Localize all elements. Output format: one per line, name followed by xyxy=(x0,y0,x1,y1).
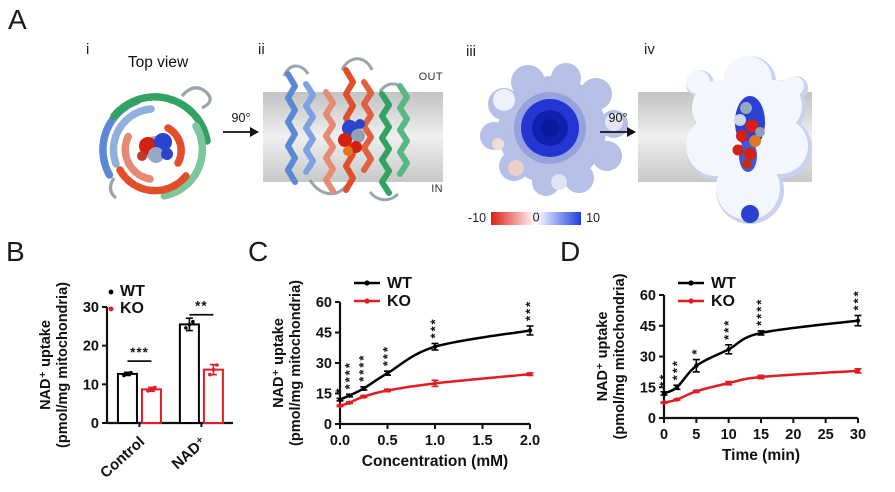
svg-text:20: 20 xyxy=(83,339,99,355)
svg-text:30: 30 xyxy=(316,356,332,372)
svg-text:10: 10 xyxy=(83,377,99,393)
svg-text:***: *** xyxy=(669,359,684,380)
protein-surface-top-view-image xyxy=(480,63,628,196)
rotation-angle-label: 90° xyxy=(608,111,628,125)
surface-patches xyxy=(492,89,623,190)
svg-text:45: 45 xyxy=(316,326,332,342)
svg-text:Control: Control xyxy=(97,433,148,481)
svg-text:WT: WT xyxy=(711,275,736,292)
line-chart-concentration: 0 15 30 45 60 NAD⁺ uptake (pmol/mg mitochondri… xyxy=(271,275,540,470)
svg-text:20: 20 xyxy=(785,427,801,443)
svg-text:****: **** xyxy=(356,354,371,382)
svg-text:15: 15 xyxy=(316,387,332,403)
svg-text:***: *** xyxy=(523,300,538,321)
panel-a-ii-label: ii xyxy=(258,41,265,58)
central-pore xyxy=(514,92,586,164)
line-chart-time: 0 15 30 45 60 NAD⁺ uptake (pmol/mg mitochondri… xyxy=(595,273,866,464)
svg-text:**: ** xyxy=(195,299,208,314)
panel-a-label: A xyxy=(8,4,27,35)
svg-text:****: **** xyxy=(754,298,769,326)
panel-c-label: C xyxy=(248,236,269,267)
bound-ligand-spheres xyxy=(732,102,765,169)
svg-text:1.0: 1.0 xyxy=(425,433,445,449)
protein-surface-cutaway-image xyxy=(638,56,812,224)
svg-text:0: 0 xyxy=(324,417,332,433)
svg-text:Time (min): Time (min) xyxy=(722,447,800,464)
top-view-title: Top view xyxy=(127,54,189,71)
svg-text:NAD⁺: NAD⁺ xyxy=(169,433,210,473)
svg-text:0: 0 xyxy=(648,411,656,427)
membrane-in-label: IN xyxy=(431,183,443,195)
svg-text:0.0: 0.0 xyxy=(330,433,350,449)
svg-text:***: *** xyxy=(721,319,736,340)
rotation-90-widget-1: 90° xyxy=(221,112,261,138)
svg-text:30: 30 xyxy=(640,350,656,366)
colorbar-gradient: 0 xyxy=(491,210,582,225)
svg-text:NAD⁺ uptake: NAD⁺ uptake xyxy=(38,320,54,410)
svg-text:60: 60 xyxy=(316,295,332,311)
protein-ribbon-side-view-image xyxy=(263,57,443,202)
svg-text:(pmol/mg mitochondria): (pmol/mg mitochondria) xyxy=(612,273,628,439)
svg-text:Concentration (mM): Concentration (mM) xyxy=(362,453,508,470)
rotation-angle-label: 90° xyxy=(231,111,251,125)
ribbon-loops xyxy=(108,86,212,200)
svg-text:(pmol/mg mitochondria): (pmol/mg mitochondria) xyxy=(55,282,71,448)
right-arrow-icon xyxy=(223,126,259,137)
svg-text:15: 15 xyxy=(640,380,656,396)
bound-ligand-spheres xyxy=(338,119,365,156)
svg-text:***: *** xyxy=(380,345,395,366)
panel-a-iii-label: iii xyxy=(466,43,476,60)
svg-text:15: 15 xyxy=(753,427,769,443)
svg-text:***: *** xyxy=(851,289,866,310)
svg-text:0: 0 xyxy=(91,416,99,432)
svg-text:0.5: 0.5 xyxy=(377,433,397,449)
colorbar-mid-label: 0 xyxy=(532,210,540,225)
svg-text:(pmol/mg mitochondria): (pmol/mg mitochondria) xyxy=(288,280,304,446)
svg-text:WT: WT xyxy=(387,275,412,292)
colorbar-min-label: -10 xyxy=(468,211,487,225)
svg-text:WT: WT xyxy=(120,283,145,300)
svg-text:****: **** xyxy=(342,361,357,389)
svg-text:NAD⁺ uptake: NAD⁺ uptake xyxy=(271,318,287,408)
svg-text:*: * xyxy=(333,386,348,393)
panel-a-iv-label: iv xyxy=(644,41,655,58)
svg-text:*: * xyxy=(689,348,704,355)
svg-text:KO: KO xyxy=(120,300,144,317)
svg-text:30: 30 xyxy=(850,427,866,443)
svg-text:60: 60 xyxy=(640,288,656,304)
membrane-out-label: OUT xyxy=(418,71,443,83)
svg-text:0: 0 xyxy=(660,427,668,443)
svg-text:KO: KO xyxy=(711,293,735,310)
svg-text:5: 5 xyxy=(692,427,700,443)
svg-text:***: *** xyxy=(130,345,149,360)
panel-d-label: D xyxy=(560,236,581,267)
svg-text:***: *** xyxy=(428,317,443,338)
ribbon-helices xyxy=(99,93,211,200)
right-arrow-icon xyxy=(600,126,636,137)
panel-a-i-label: i xyxy=(86,41,90,58)
svg-text:NAD⁺ uptake: NAD⁺ uptake xyxy=(595,312,611,402)
rotation-90-widget-2: 90° xyxy=(598,112,638,138)
svg-text:**: ** xyxy=(657,373,672,387)
svg-text:10: 10 xyxy=(721,427,737,443)
ligand-spheres xyxy=(137,133,173,163)
electrostatic-colorbar: -10 0 10 xyxy=(468,211,600,225)
bar-chart-nad-uptake: 0 10 20 30 NAD⁺ uptake (pmol/mg mitochondria)… xyxy=(38,282,233,482)
svg-text:30: 30 xyxy=(83,300,99,316)
panel-b-label: B xyxy=(6,236,25,267)
svg-text:KO: KO xyxy=(387,293,411,310)
svg-text:2.0: 2.0 xyxy=(520,433,540,449)
colorbar-max-label: 10 xyxy=(586,211,600,225)
svg-text:25: 25 xyxy=(818,427,834,443)
protein-ribbon-top-view-image xyxy=(99,86,212,200)
svg-text:1.5: 1.5 xyxy=(472,433,492,449)
svg-text:45: 45 xyxy=(640,319,656,335)
